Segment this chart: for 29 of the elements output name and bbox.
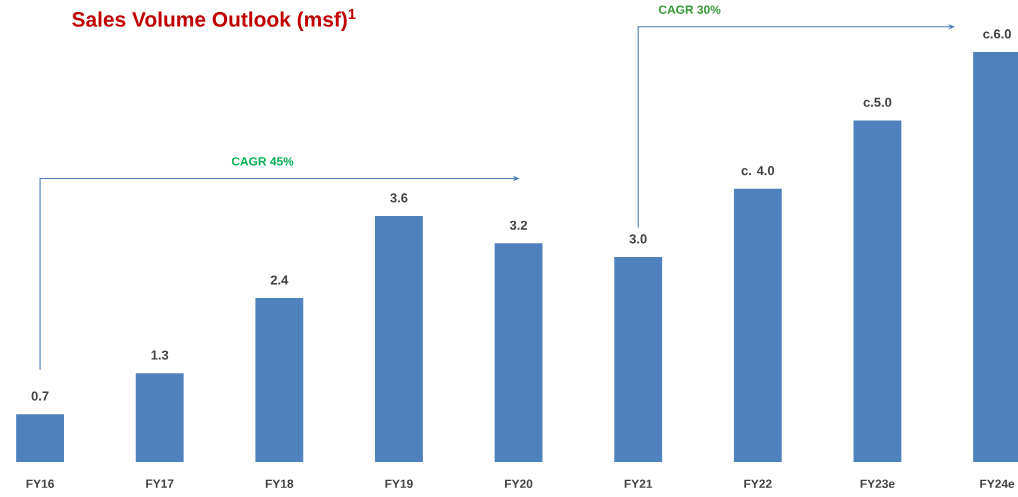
x-tick-label: FY21 [624, 479, 653, 488]
bar [16, 414, 64, 462]
data-label: 3.2 [509, 220, 528, 230]
x-tick-label: FY17 [146, 479, 174, 488]
bar [614, 257, 663, 462]
data-label: c. 4.0 [741, 166, 775, 176]
data-label: 0.7 [31, 391, 49, 401]
x-tick-label: FY22 [744, 479, 772, 488]
x-tick-label: FY19 [385, 479, 413, 488]
x-tick-label: FY18 [265, 479, 294, 488]
bar [375, 216, 423, 462]
bar [494, 243, 543, 462]
annotation: CAGR 45% [231, 157, 294, 166]
x-tick-label: FY23e [860, 479, 895, 489]
text: CAGR 30% [658, 5, 721, 14]
x-tick-label: FY16 [26, 479, 54, 488]
data-label: 1.3 [151, 350, 169, 360]
data-label: 3.0 [629, 234, 647, 244]
bar [853, 120, 902, 462]
data-label: 3.6 [390, 193, 408, 203]
data-label: c.6.0 [983, 29, 1011, 39]
data-label: c.5.0 [863, 97, 892, 107]
x-tick-label: FY24e [980, 479, 1015, 488]
data-label: 2.4 [270, 275, 289, 285]
bar [255, 298, 304, 462]
chart-title: Sales Volume Outlook (msf)$^{1}$ [72, 9, 356, 31]
bar [135, 373, 184, 462]
bar [733, 188, 782, 462]
x-tick-label: FY20 [505, 479, 533, 488]
